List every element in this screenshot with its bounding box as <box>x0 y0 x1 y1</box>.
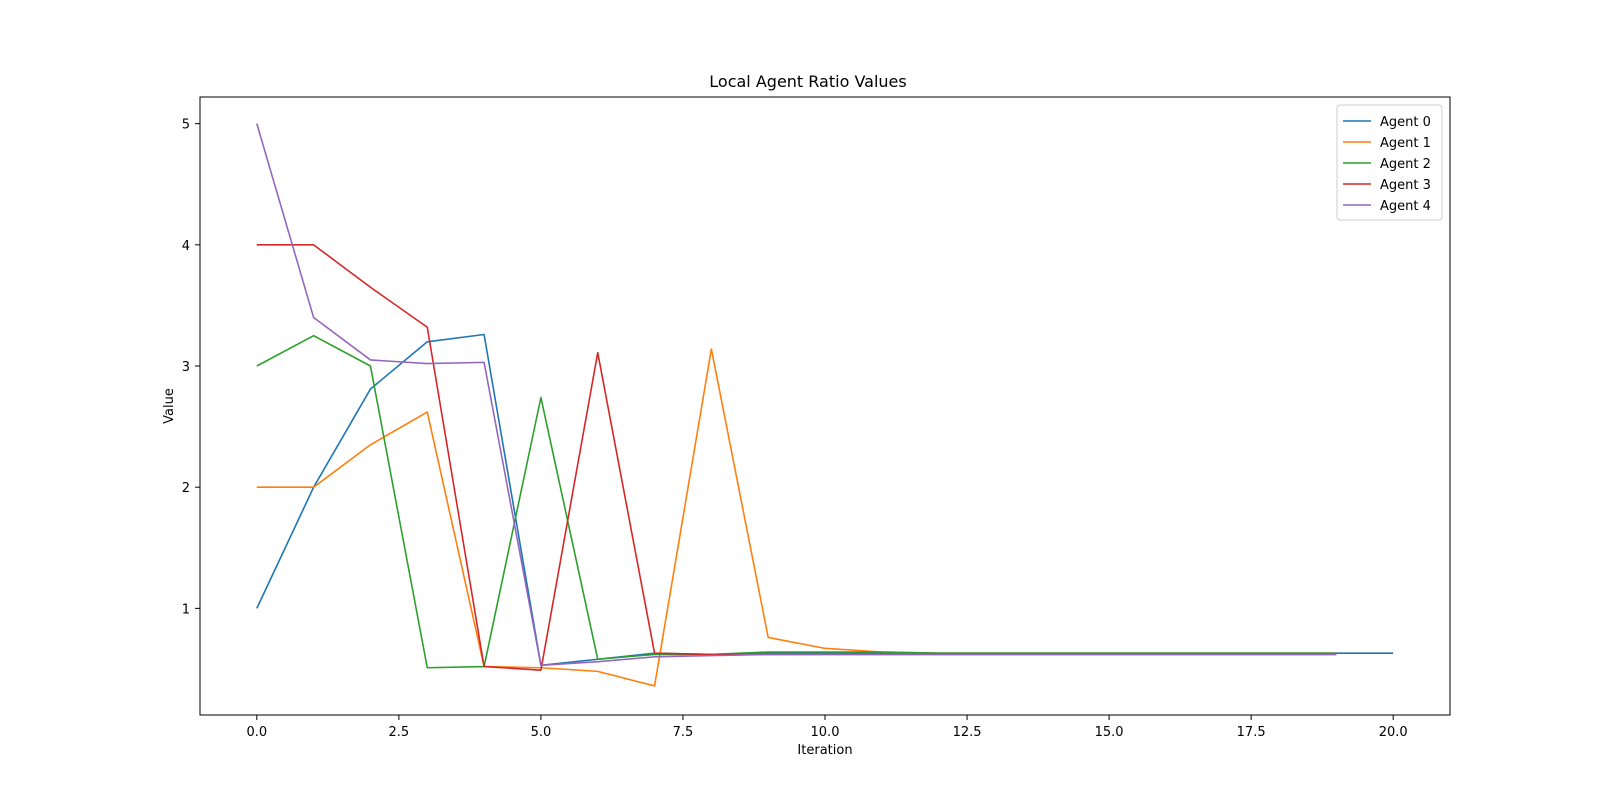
y-tick-label: 2 <box>182 481 190 496</box>
legend-label: Agent 1 <box>1380 136 1431 151</box>
x-tick-label: 20.0 <box>1379 725 1408 740</box>
series-line-agent-2 <box>256 334 1337 669</box>
x-tick-label: 10.0 <box>811 725 840 740</box>
x-axis-ticks: 0.0 2.5 5.0 7.5 10.0 12.5 15.0 17.5 20.0 <box>246 715 1408 740</box>
y-tick-label: 3 <box>182 360 190 375</box>
y-axis-label: Value <box>162 388 177 424</box>
x-tick-label: 0.0 <box>246 725 267 740</box>
y-axis-ticks: 1 2 3 4 5 <box>182 118 200 617</box>
x-tick-label: 5.0 <box>531 725 552 740</box>
legend-label: Agent 4 <box>1380 199 1431 214</box>
x-tick-label: 2.5 <box>389 725 410 740</box>
series-layer <box>256 123 1394 687</box>
x-tick-label: 7.5 <box>673 725 694 740</box>
legend-box <box>1336 104 1443 221</box>
y-tick-label: 4 <box>182 239 190 254</box>
y-tick-label: 1 <box>182 602 190 617</box>
legend: Agent 0 Agent 1 Agent 2 Agent 3 Agent 4 <box>1336 104 1443 221</box>
series-line-agent-4 <box>256 123 1337 667</box>
y-tick-label: 5 <box>182 118 190 133</box>
chart-title: Local Agent Ratio Values <box>709 72 906 91</box>
legend-label: Agent 0 <box>1380 115 1431 130</box>
x-tick-label: 12.5 <box>953 725 982 740</box>
legend-label: Agent 2 <box>1380 157 1431 172</box>
x-tick-label: 15.0 <box>1095 725 1124 740</box>
x-axis-label: Iteration <box>797 743 852 758</box>
x-tick-label: 17.5 <box>1237 725 1266 740</box>
legend-label: Agent 3 <box>1380 178 1431 193</box>
